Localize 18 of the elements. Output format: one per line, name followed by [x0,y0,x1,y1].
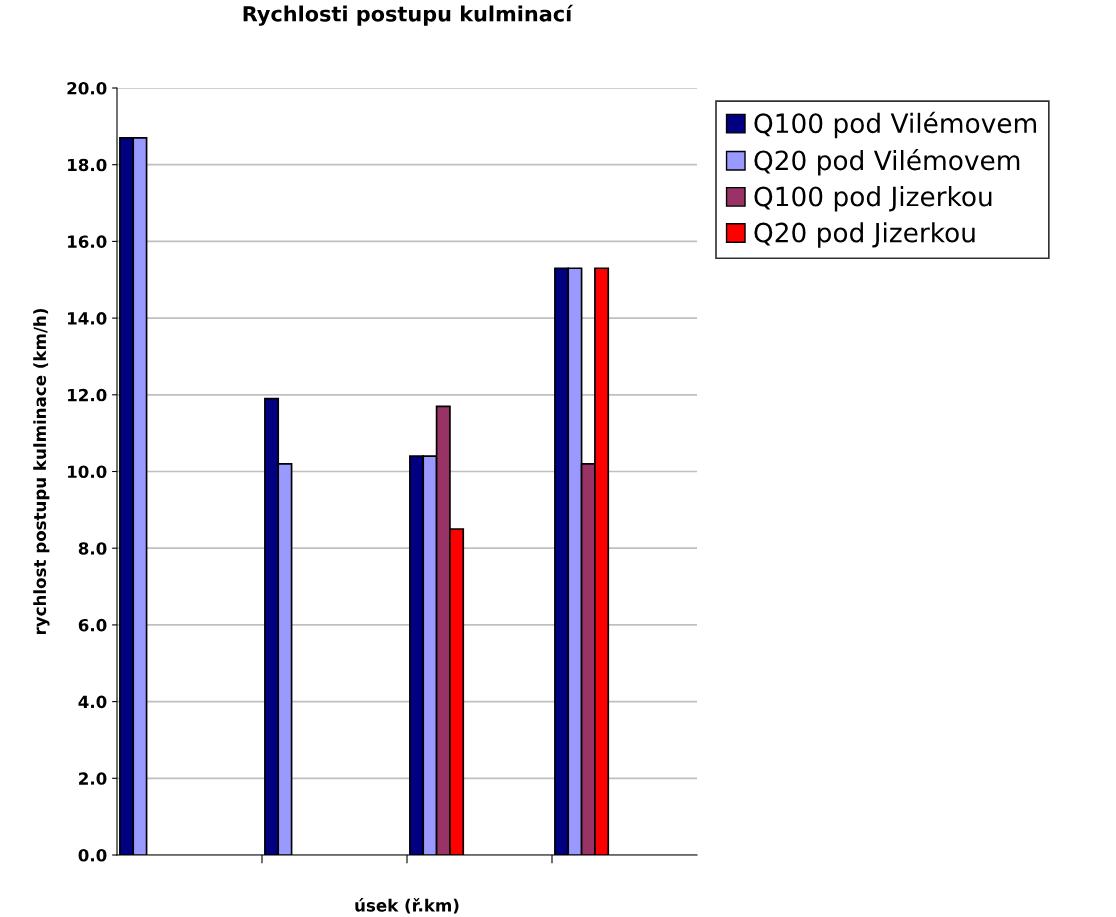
legend-label: Q100 pod Jizerkou [754,186,992,212]
x-axis-title: úsek (ř.km) [355,898,459,914]
y-tick-label: 6.0 [78,618,107,632]
legend-label: Q100 pod Vilémovem [754,111,1037,139]
y-tick-label: 16.0 [68,235,107,248]
y-tick-label: 18.0 [68,158,107,172]
y-tick-label: 20.0 [67,81,107,95]
y-axis-title: rychlost postupu kulminace (km/h) [33,308,50,635]
y-tick-label: 14.0 [68,312,107,325]
chart-title: Rychlosti postupu kulminací [243,4,574,26]
legend-label: Q20 pod Vilémovem [754,148,1020,176]
y-tick-label: 4.0 [78,695,107,709]
y-tick-label: 12.0 [68,388,107,402]
y-tick-label: 10.0 [68,465,107,479]
y-tick-label: 0.0 [78,848,107,862]
y-tick-label: 8.0 [78,542,107,555]
y-tick-label: 2.0 [79,772,107,785]
legend-label: Q20 pod Jizerkou [754,222,975,248]
